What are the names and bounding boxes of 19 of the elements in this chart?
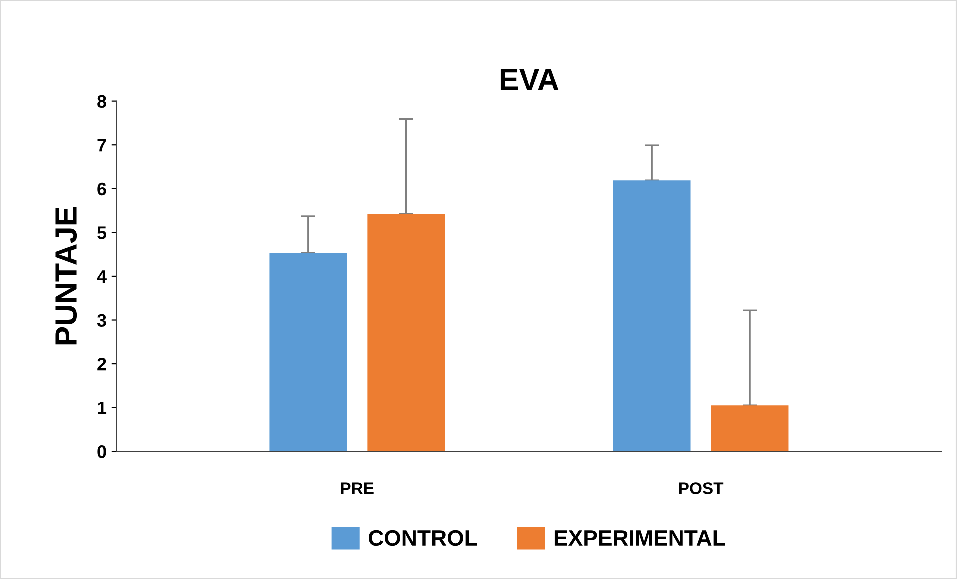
bar [613, 180, 691, 452]
legend-label: CONTROL [368, 530, 478, 546]
x-tick-label: POST [680, 482, 724, 494]
y-tick-label: 3 [97, 314, 106, 328]
y-tick-label: 2 [98, 358, 106, 371]
y-tick-label: 0 [98, 446, 106, 458]
y-tick-label: 6 [98, 182, 106, 196]
y-tick-label: 1 [98, 402, 107, 414]
bar [711, 406, 789, 452]
chart-title: EVA [500, 69, 559, 90]
y-tick-label: 5 [98, 226, 107, 240]
y-tick-label: 7 [98, 139, 106, 152]
x-tick-label: PRE [341, 482, 374, 494]
bar [368, 214, 446, 452]
legend-label: EXPERIMENTAL [554, 530, 726, 546]
bar [270, 253, 348, 452]
y-tick-label: 8 [98, 95, 106, 108]
y-axis-title: PUNTAJE [56, 207, 78, 345]
y-tick-label: 4 [97, 270, 107, 284]
